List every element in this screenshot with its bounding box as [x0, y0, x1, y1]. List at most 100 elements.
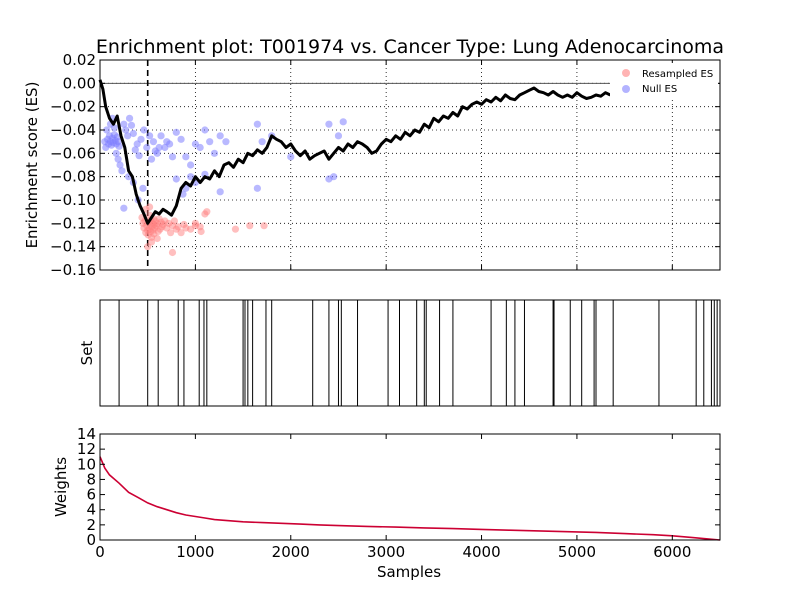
weights-x-ticks: 0 1000 2000 3000 4000 5000 6000: [95, 434, 691, 561]
weights-y-axis-label: Weights: [52, 457, 70, 517]
weights-plot-border: [99, 433, 721, 541]
null-es-point: [168, 153, 177, 161]
null-es-point: [177, 135, 185, 143]
set-y-axis-label: Set: [78, 341, 96, 366]
null-es-point: [110, 124, 118, 132]
weights-y-tick-label: 6: [86, 486, 96, 504]
es-y-tick-label: −0.08: [50, 168, 96, 186]
null-es-point: [187, 161, 195, 169]
null-es-point: [147, 155, 156, 163]
weights-x-tick-label: 4000: [462, 543, 500, 561]
resampled-es-point: [168, 248, 177, 257]
null-es-point: [325, 120, 333, 128]
null-es-point: [135, 152, 143, 160]
resampled-es-point: [197, 227, 205, 236]
es-y-tick-label: −0.12: [50, 214, 96, 232]
es-y-tick-label: −0.06: [50, 144, 96, 162]
null-es-point: [115, 142, 123, 150]
null-es-point: [206, 138, 214, 146]
null-es-point: [325, 175, 333, 183]
set-hit-lines: [118, 300, 718, 406]
weights-y-tick-label: 2: [86, 516, 96, 534]
null-es-point: [127, 121, 136, 129]
null-es-point: [287, 153, 295, 161]
null-es-point: [210, 149, 219, 157]
resampled-es-point: [177, 229, 185, 237]
null-es-point: [216, 132, 224, 140]
legend-label-null-es: Null ES: [642, 84, 677, 95]
null-es-point: [129, 129, 137, 138]
resampled-es-point: [147, 238, 156, 246]
null-es-point: [116, 161, 124, 169]
null-es-point: [172, 175, 180, 183]
weights-x-axis-label: Samples: [377, 563, 441, 581]
weights-y-tick-label: 14: [77, 425, 96, 443]
null-es-point: [112, 149, 120, 157]
es-y-tick-label: −0.10: [50, 191, 96, 209]
null-es-point: [103, 126, 111, 134]
null-es-point: [140, 126, 148, 134]
resampled-es-point: [146, 203, 154, 211]
weights-x-tick-label: 0: [95, 543, 105, 561]
legend-marker-null-es: [622, 85, 630, 93]
es-y-tick-label: −0.04: [50, 121, 96, 139]
set-membership-panel: Set: [78, 299, 721, 407]
weights-x-tick-label: 6000: [653, 543, 691, 561]
null-es-point: [139, 184, 147, 192]
weights-x-tick-label: 1000: [176, 543, 214, 561]
es-y-tick-label: 0.02: [63, 51, 96, 69]
null-es-point: [118, 167, 126, 175]
es-plot-border: [99, 59, 721, 271]
null-es-point: [124, 132, 132, 140]
null-es-point: [131, 146, 139, 154]
resampled-es-point: [166, 229, 175, 237]
resampled-es-point: [153, 234, 161, 243]
null-es-point: [196, 143, 204, 152]
es-y-tick-label: −0.14: [50, 238, 96, 256]
weights-x-tick-label: 5000: [558, 543, 596, 561]
legend-box: [610, 63, 718, 99]
null-es-point: [201, 126, 209, 134]
null-es-point: [216, 188, 224, 196]
resampled-es-point: [174, 223, 182, 231]
null-es-point: [182, 153, 190, 161]
set-plot-border: [99, 299, 721, 407]
null-es-point: [137, 135, 145, 143]
null-es-point: [258, 138, 266, 146]
null-es-point: [166, 140, 174, 148]
weights-y-tick-label: 8: [86, 470, 96, 488]
running-es-line: [98, 79, 611, 225]
null-es-point: [153, 149, 161, 157]
resampled-es-point: [260, 222, 268, 230]
weights-y-tick-label: 12: [77, 440, 96, 458]
enrichment-score-panel: 0.02 0.00 −0.02 −0.04 −0.06 −0.08 −0.10 −0.12 −0…: [23, 51, 721, 279]
weights-y-tick-label: 0: [86, 531, 96, 549]
null-es-point: [187, 173, 195, 181]
null-es-point: [146, 132, 154, 140]
legend: Resampled ES Null ES: [610, 63, 718, 99]
resampled-es-point: [246, 222, 254, 230]
null-es-point: [334, 132, 343, 140]
es-y-tick-label: 0.00: [63, 74, 96, 92]
resampled-es-point: [191, 222, 199, 230]
null-es-point: [157, 132, 165, 140]
es-y-ticks: 0.02 0.00 −0.02 −0.04 −0.06 −0.08 −0.10 −0.12 −0…: [50, 51, 720, 279]
es-x-ticks: [194, 60, 673, 270]
es-y-tick-label: −0.16: [50, 261, 96, 279]
null-es-point: [120, 204, 128, 212]
null-es-point: [155, 143, 163, 152]
weights-line: [99, 456, 721, 541]
legend-label-resampled-es: Resampled ES: [642, 69, 713, 80]
resampled-es-point: [170, 217, 178, 225]
weights-x-tick-label: 3000: [367, 543, 405, 561]
null-es-point: [143, 143, 151, 152]
weights-y-tick-label: 10: [77, 455, 96, 473]
resampled-es-point: [203, 208, 211, 216]
null-es-point: [172, 128, 180, 136]
es-y-axis-label: Enrichment score (ES): [23, 82, 41, 249]
weights-x-tick-label: 2000: [272, 543, 310, 561]
null-es-point: [253, 184, 261, 192]
weights-y-tick-label: 4: [86, 501, 96, 519]
